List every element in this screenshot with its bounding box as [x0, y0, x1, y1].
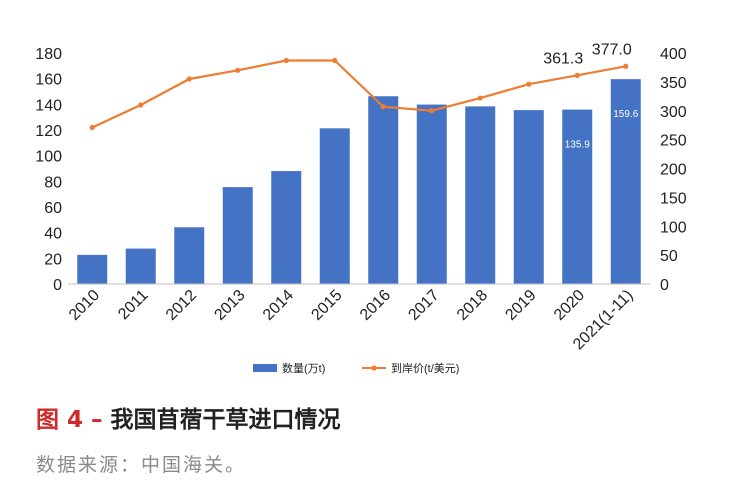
line-data-label: 361.3 — [543, 50, 583, 67]
x-tick-label: 2011 — [115, 287, 151, 323]
price-line — [91, 59, 626, 129]
left-tick-label: 20 — [44, 251, 62, 268]
legend-line-label: 到岸价(t/美元) — [391, 362, 459, 375]
x-tick-label: 2017 — [405, 287, 442, 324]
x-tick-label: 2014 — [260, 287, 297, 324]
line-point — [332, 57, 338, 64]
bar — [174, 227, 205, 284]
right-tick-label: 300 — [660, 104, 687, 121]
line-point — [477, 95, 483, 101]
legend-bar-label: 数量(万t) — [282, 362, 325, 375]
bar — [465, 106, 496, 285]
line-point — [380, 104, 386, 110]
x-tick-label: 2016 — [357, 287, 394, 324]
left-tick-label: 0 — [53, 277, 62, 294]
line-point — [283, 57, 289, 64]
bar — [513, 110, 544, 284]
bar — [222, 187, 253, 284]
x-tick-label: 2019 — [502, 287, 539, 324]
line-point — [186, 76, 192, 82]
x-tick-label: 2018 — [454, 287, 491, 324]
line-point — [138, 102, 144, 108]
right-tick-label: 50 — [660, 248, 678, 265]
x-tick-label: 2012 — [163, 287, 200, 324]
bar — [319, 128, 350, 284]
right-tick-label: 150 — [660, 190, 687, 207]
bar — [562, 109, 593, 284]
bar — [610, 79, 641, 285]
x-axis: 2010 2011 2012 2013 2014 2015 2016 2017 2018 2019… — [66, 283, 650, 353]
left-tick-label: 140 — [35, 97, 62, 114]
bar — [271, 171, 302, 284]
x-tick-label: 2020 — [551, 287, 588, 324]
figure-title: 我国苜蓿干草进口情况 — [110, 407, 341, 433]
right-y-axis: 0 50 100 150 200 250 300 350 400 — [660, 46, 687, 294]
right-tick-label: 100 — [660, 219, 687, 236]
figure-caption: 图 4 – 我国苜蓿干草进口情况 — [36, 400, 341, 434]
left-tick-label: 180 — [35, 46, 62, 63]
source-note: 数据来源：中国海关。 — [36, 454, 247, 476]
line-point — [574, 72, 580, 78]
x-tick-label: 2010 — [66, 287, 103, 324]
right-tick-label: 350 — [660, 75, 687, 92]
line-point — [235, 67, 241, 73]
left-tick-label: 120 — [35, 123, 62, 140]
right-tick-label: 250 — [660, 133, 687, 150]
right-tick-label: 0 — [660, 277, 669, 294]
line-series: 361.3 377.0 — [89, 41, 632, 131]
right-tick-label: 400 — [660, 46, 687, 63]
combo-chart: 0 20 40 60 80 100 120 140 160 180 0 50 100 150 200 250… — [35, 41, 687, 375]
x-tick-label: 2013 — [211, 287, 248, 324]
left-tick-label: 80 — [44, 174, 62, 191]
bar — [77, 254, 108, 284]
line-data-label: 377.0 — [592, 41, 632, 58]
bar — [368, 96, 399, 284]
legend: 数量(万t) 到岸价(t/美元) — [253, 362, 459, 375]
bar-series: 135.9 159.6 — [77, 79, 641, 285]
bar-data-label: 135.9 — [565, 140, 590, 151]
right-tick-label: 200 — [660, 162, 687, 179]
left-tick-label: 160 — [35, 72, 62, 89]
left-tick-label: 40 — [44, 226, 62, 243]
left-y-axis: 0 20 40 60 80 100 120 140 160 180 — [35, 46, 62, 294]
legend-bar-swatch — [253, 364, 277, 372]
bar — [416, 104, 447, 284]
legend-line-marker — [371, 365, 377, 371]
figure-number: 图 4 – — [36, 407, 103, 433]
line-point — [623, 63, 629, 69]
line-point — [429, 108, 435, 114]
bar-data-label: 159.6 — [613, 109, 638, 120]
line-point — [526, 81, 532, 87]
x-tick-label: 2015 — [308, 287, 345, 324]
bar — [125, 248, 156, 284]
line-point — [89, 124, 95, 131]
left-tick-label: 100 — [35, 149, 62, 166]
left-tick-label: 60 — [44, 200, 62, 217]
